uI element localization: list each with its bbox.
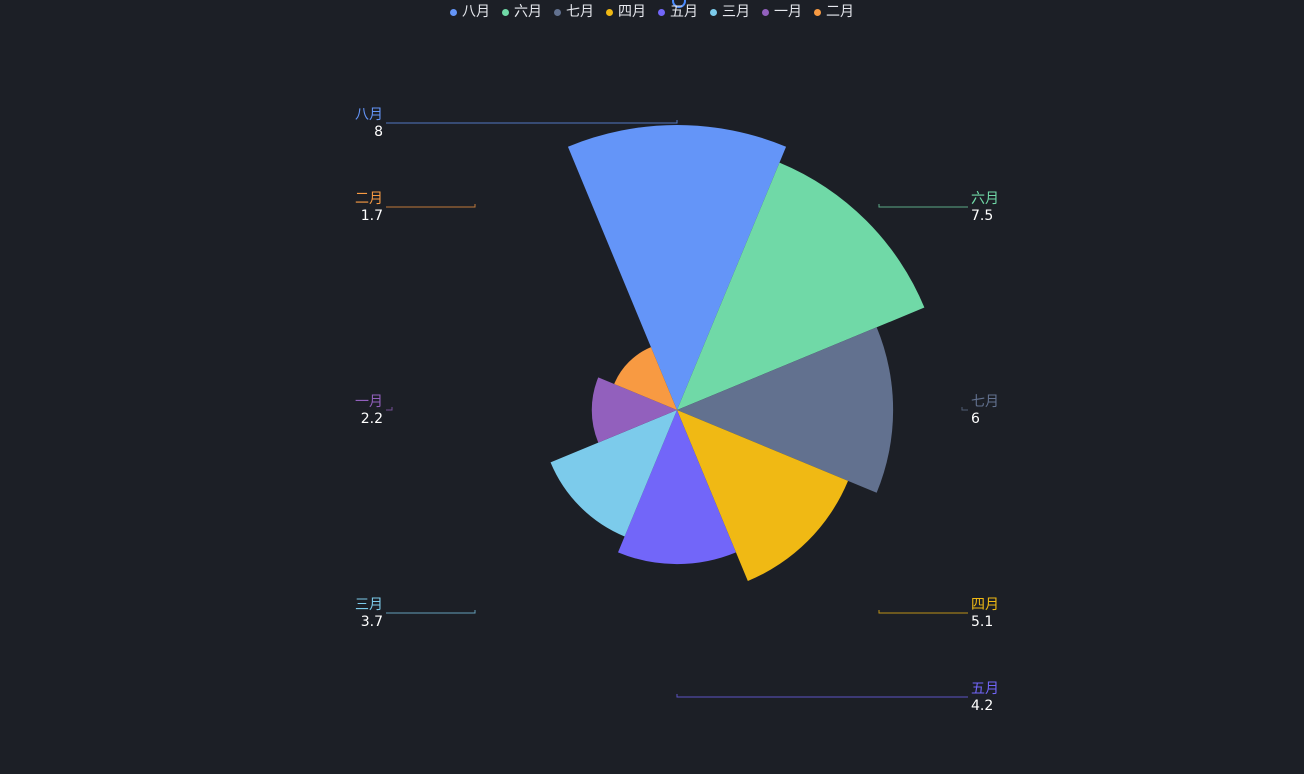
label-leader-line (386, 204, 476, 208)
legend-item[interactable]: 一月 (762, 3, 802, 21)
rose-sector[interactable] (567, 124, 787, 411)
legend-item[interactable]: 三月 (710, 3, 750, 21)
legend-label: 一月 (774, 4, 802, 20)
legend-item[interactable]: 六月 (502, 3, 542, 21)
data-label-name: 二月 (355, 191, 383, 207)
label-leader-line (878, 610, 968, 614)
label-leader-line (878, 204, 968, 208)
legend-scroll-indicator[interactable] (672, 0, 686, 8)
data-label-value: 5.1 (971, 614, 993, 630)
label-leader-line (961, 407, 968, 411)
legend-label: 三月 (722, 4, 750, 20)
data-label-name: 四月 (971, 597, 999, 613)
rose-sector[interactable] (614, 347, 677, 410)
data-label-value: 4.2 (971, 698, 993, 714)
legend-dot-icon (814, 8, 821, 16)
legend-item[interactable]: 八月 (450, 3, 490, 21)
legend-item[interactable]: 二月 (814, 3, 854, 21)
data-label-value: 1.7 (361, 208, 383, 224)
legend-dot-icon (658, 8, 665, 16)
data-label-value: 8 (374, 124, 383, 140)
rose-sector[interactable] (550, 410, 677, 537)
data-label-value: 2.2 (361, 411, 383, 427)
legend-dot-icon (606, 8, 613, 16)
label-leader-line (386, 407, 393, 411)
legend-label: 七月 (566, 4, 594, 20)
rose-sector[interactable] (591, 377, 677, 443)
legend-label: 八月 (462, 4, 490, 20)
data-label-name: 六月 (971, 191, 999, 207)
legend-label: 二月 (826, 4, 854, 20)
data-label-value: 6 (971, 411, 980, 427)
legend-dot-icon (502, 8, 509, 16)
data-label-name: 三月 (355, 597, 383, 613)
rose-sector[interactable] (677, 327, 894, 493)
legend-item[interactable]: 四月 (606, 3, 646, 21)
legend-label: 四月 (618, 4, 646, 20)
data-label-name: 五月 (971, 681, 999, 697)
legend-dot-icon (762, 8, 769, 16)
legend-item[interactable]: 五月 (658, 3, 698, 21)
data-label-name: 七月 (971, 394, 999, 410)
legend-dot-icon (710, 8, 717, 16)
data-label-value: 7.5 (971, 208, 993, 224)
legend-item[interactable]: 七月 (554, 3, 594, 21)
rose-sector[interactable] (677, 162, 925, 410)
rose-sector[interactable] (618, 410, 736, 565)
legend-dot-icon (554, 8, 561, 16)
legend-label: 五月 (670, 4, 698, 20)
label-leader-line (386, 610, 476, 614)
legend: 八月 六月 七月 四月 五月 三月 一月 二月 (0, 3, 1304, 21)
legend-label: 六月 (514, 4, 542, 20)
data-label-name: 八月 (355, 107, 383, 123)
label-leader-line (676, 694, 968, 698)
rose-sector[interactable] (677, 410, 849, 582)
data-label-name: 一月 (355, 394, 383, 410)
label-leader-line (386, 120, 678, 124)
data-label-value: 3.7 (361, 614, 383, 630)
legend-dot-icon (450, 8, 457, 16)
